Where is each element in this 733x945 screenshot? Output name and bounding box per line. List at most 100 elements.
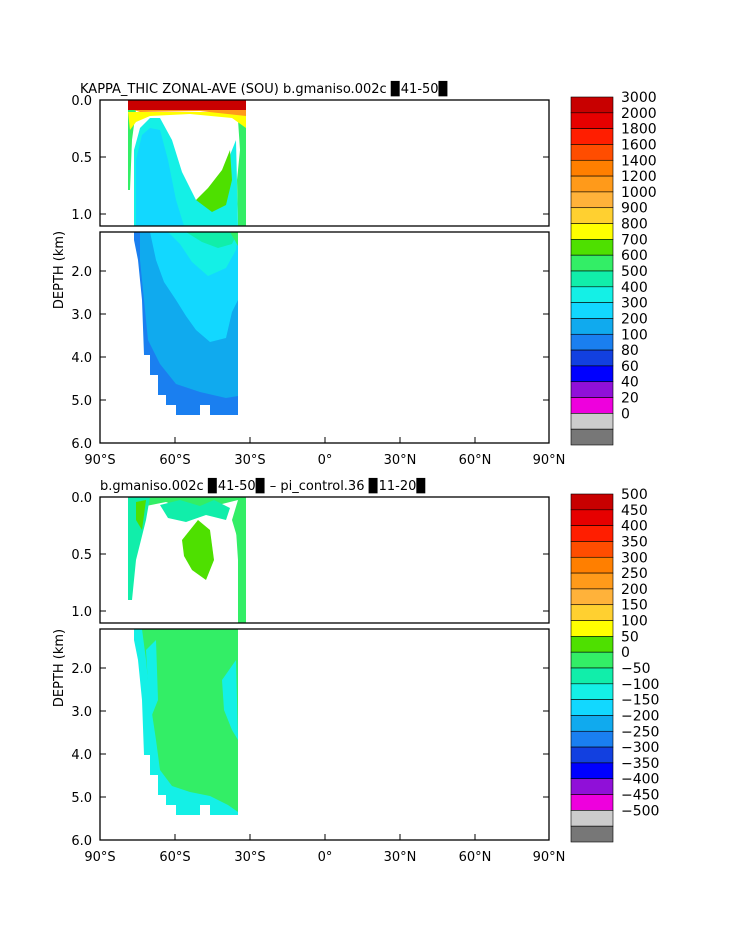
colorbar-label: 2000 bbox=[621, 106, 657, 122]
p1-ytick-3: 2.0 bbox=[71, 265, 92, 280]
panel-1-lower-field bbox=[134, 232, 238, 415]
colorbar-swatch bbox=[570, 825, 614, 843]
colorbar-swatch bbox=[570, 588, 614, 606]
p2-ytick-1: 0.5 bbox=[71, 548, 92, 563]
p2-xtick-4: 30°N bbox=[384, 850, 417, 865]
colorbar-swatch bbox=[570, 191, 614, 209]
p2-ytick-7: 6.0 bbox=[71, 834, 92, 849]
colorbar-swatch bbox=[570, 572, 614, 590]
panel-2-upper-field bbox=[128, 497, 246, 623]
p2-xtick-3: 0° bbox=[318, 850, 333, 865]
colorbar-swatch bbox=[570, 746, 614, 764]
colorbar-swatch bbox=[570, 349, 614, 367]
p1-xtick-1: 60°S bbox=[159, 453, 190, 468]
p2-ytick-0: 0.0 bbox=[71, 491, 92, 506]
colorbar-swatch bbox=[570, 223, 614, 240]
colorbar-label: 80 bbox=[621, 343, 639, 359]
colorbar-swatch bbox=[570, 428, 614, 446]
panel-1-upper-field bbox=[128, 100, 246, 226]
colorbar-label: 40 bbox=[621, 375, 639, 391]
colorbar-label: −200 bbox=[621, 708, 659, 724]
p2-ytick-2: 1.0 bbox=[71, 605, 92, 620]
colorbar-label: −350 bbox=[621, 756, 659, 772]
colorbar-swatch bbox=[570, 381, 614, 398]
colorbar-swatch bbox=[570, 730, 614, 748]
p1-ytick-7: 6.0 bbox=[71, 437, 92, 452]
colorbar-label: −450 bbox=[621, 788, 659, 804]
colorbar-swatch bbox=[570, 254, 614, 272]
colorbar-swatch bbox=[570, 413, 614, 430]
panel-2-upper-frame bbox=[99, 496, 550, 624]
colorbar-label: 300 bbox=[621, 296, 648, 312]
colorbar-label: 150 bbox=[621, 598, 648, 614]
colorbar-swatch bbox=[570, 270, 614, 288]
colorbar-swatch bbox=[570, 112, 614, 129]
colorbar-label: 600 bbox=[621, 248, 648, 264]
colorbar-label: −150 bbox=[621, 693, 659, 709]
colorbar-label: 200 bbox=[621, 582, 648, 598]
panel-1-colorbar: 3000200018001600140012001000900800700600… bbox=[570, 90, 657, 446]
colorbar-label: 500 bbox=[621, 487, 648, 503]
colorbar-swatch bbox=[570, 762, 614, 780]
colorbar-label: 3000 bbox=[621, 90, 657, 106]
colorbar-label: 900 bbox=[621, 201, 648, 217]
panel-2-colorbar: 500450400350300250200150100500−50−100−15… bbox=[570, 487, 659, 843]
colorbar-label: 250 bbox=[621, 566, 648, 582]
colorbar-label: 400 bbox=[621, 519, 648, 535]
colorbar-swatch bbox=[570, 397, 614, 414]
colorbar-swatch bbox=[570, 667, 614, 685]
colorbar-label: 1600 bbox=[621, 137, 657, 153]
colorbar-label: 500 bbox=[621, 264, 648, 280]
colorbar-swatch bbox=[570, 159, 614, 177]
colorbar-label: −500 bbox=[621, 803, 659, 819]
p2-ytick-4: 3.0 bbox=[71, 705, 92, 720]
colorbar-label: 0 bbox=[621, 645, 630, 661]
p1-ytick-6: 5.0 bbox=[71, 394, 92, 409]
panel-1: KAPPA_THIC ZONAL-AVE (SOU) b.gmaniso.002… bbox=[52, 80, 657, 468]
panel-1-upper-frame bbox=[99, 99, 550, 227]
panel-1-ylabel: DEPTH (km) bbox=[52, 231, 67, 309]
colorbar-label: 0 bbox=[621, 406, 630, 422]
p1-ytick-0: 0.0 bbox=[71, 94, 92, 109]
p1-ytick-4: 3.0 bbox=[71, 308, 92, 323]
p2-xtick-5: 60°N bbox=[459, 850, 492, 865]
colorbar-swatch bbox=[570, 636, 614, 653]
colorbar-swatch bbox=[570, 620, 614, 637]
colorbar-label: 800 bbox=[621, 217, 648, 233]
colorbar-swatch bbox=[570, 683, 614, 700]
p1-ytick-2: 1.0 bbox=[71, 208, 92, 223]
colorbar-swatch bbox=[570, 493, 614, 511]
colorbar-label: 50 bbox=[621, 629, 639, 645]
p2-ytick-3: 2.0 bbox=[71, 662, 92, 677]
colorbar-label: 1200 bbox=[621, 169, 657, 185]
p1-xtick-4: 30°N bbox=[384, 453, 417, 468]
panel-2: b.gmaniso.002c ▉41-50▉ – pi_control.36 ▉… bbox=[52, 477, 659, 865]
p2-xtick-6: 90°N bbox=[533, 850, 566, 865]
colorbar-label: 400 bbox=[621, 280, 648, 296]
p1-xtick-6: 90°N bbox=[533, 453, 566, 468]
colorbar-label: 100 bbox=[621, 327, 648, 343]
colorbar-label: −100 bbox=[621, 677, 659, 693]
colorbar-label: −250 bbox=[621, 724, 659, 740]
p2-ytick-6: 5.0 bbox=[71, 791, 92, 806]
colorbar-swatch bbox=[570, 96, 614, 114]
colorbar-label: 450 bbox=[621, 503, 648, 519]
p1-xtick-2: 30°S bbox=[234, 453, 265, 468]
colorbar-swatch bbox=[570, 541, 614, 558]
colorbar-label: 60 bbox=[621, 359, 639, 375]
p2-ytick-5: 4.0 bbox=[71, 748, 92, 763]
colorbar-swatch bbox=[570, 794, 614, 811]
colorbar-swatch bbox=[570, 715, 614, 732]
colorbar-swatch bbox=[570, 128, 614, 145]
p1-ytick-5: 4.0 bbox=[71, 351, 92, 366]
colorbar-swatch bbox=[570, 302, 614, 319]
colorbar-swatch bbox=[570, 207, 614, 224]
colorbar-label: 1800 bbox=[621, 122, 657, 138]
colorbar-swatch bbox=[570, 365, 614, 383]
p1-xtick-5: 60°N bbox=[459, 453, 492, 468]
colorbar-swatch bbox=[570, 286, 614, 303]
p2-xtick-2: 30°S bbox=[234, 850, 265, 865]
colorbar-label: 300 bbox=[621, 550, 648, 566]
colorbar-swatch bbox=[570, 239, 614, 256]
